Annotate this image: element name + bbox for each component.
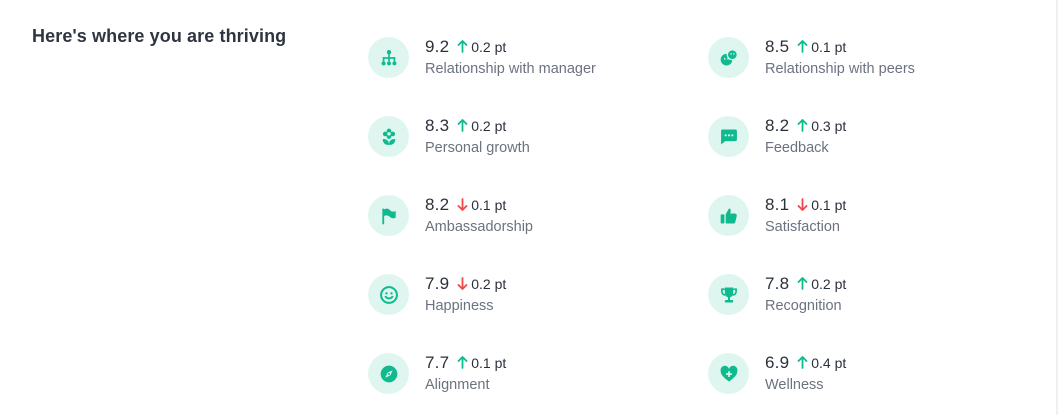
metric-score: 7.9 [425,274,450,293]
arrow-up-icon [457,356,468,369]
metric-item[interactable]: 9.2 0.2 pt Relationship with manager [368,37,708,116]
metric-item[interactable]: 8.2 0.1 pt Ambassadorship [368,195,708,274]
org-chart-icon [368,37,409,78]
metric-delta: 0.4 pt [811,355,847,371]
arrow-up-icon [797,119,808,132]
metric-score: 7.7 [425,353,450,372]
arrow-up-icon [797,277,808,290]
metric-item[interactable]: 7.8 0.2 pt Recognition [708,274,1038,353]
chat-bubble-icon [708,116,749,157]
metric-score: 6.9 [765,353,790,372]
trophy-icon [708,274,749,315]
arrow-down-icon [457,198,468,211]
heart-plus-icon [708,353,749,394]
metric-item[interactable]: 7.7 0.1 pt Alignment [368,353,708,415]
thumbs-up-icon [708,195,749,236]
arrow-up-icon [457,40,468,53]
metric-item[interactable]: 8.2 0.3 pt Feedback [708,116,1038,195]
metric-item[interactable]: 8.3 0.2 pt Personal growth [368,116,708,195]
arrow-up-icon [797,40,808,53]
metric-delta: 0.2 pt [811,276,847,292]
metric-score: 8.3 [425,116,450,135]
metric-delta: 0.2 pt [471,276,507,292]
metric-label: Relationship with peers [765,61,915,77]
metric-item[interactable]: 8.1 0.1 pt Satisfaction [708,195,1038,274]
metric-delta: 0.1 pt [811,39,847,55]
metric-label: Alignment [425,377,490,393]
metric-score: 8.2 [765,116,790,135]
metric-score: 8.2 [425,195,450,214]
metric-item[interactable]: 6.9 0.4 pt Wellness [708,353,1038,415]
flower-icon [368,116,409,157]
metric-item[interactable]: 7.9 0.2 pt Happiness [368,274,708,353]
arrow-down-icon [457,277,468,290]
metric-delta: 0.1 pt [811,197,847,213]
metric-delta: 0.1 pt [471,355,507,371]
metric-delta: 0.2 pt [471,118,507,134]
metrics-grid: 9.2 0.2 pt Relationship with manager 8.5… [368,37,1038,415]
metric-delta: 0.1 pt [471,197,507,213]
arrow-down-icon [797,198,808,211]
metric-label: Satisfaction [765,219,840,235]
section-title: Here's where you are thriving [32,26,287,46]
metric-label: Wellness [765,377,824,393]
metric-score: 7.8 [765,274,790,293]
metric-score: 8.1 [765,195,790,214]
metric-score: 8.5 [765,37,790,56]
metric-label: Ambassadorship [425,219,533,235]
metric-delta: 0.3 pt [811,118,847,134]
metric-label: Happiness [425,298,494,314]
metric-label: Recognition [765,298,842,314]
metric-label: Personal growth [425,140,530,156]
metric-label: Feedback [765,140,829,156]
compass-icon [368,353,409,394]
metric-score: 9.2 [425,37,450,56]
arrow-up-icon [457,119,468,132]
metric-label: Relationship with manager [425,61,596,77]
arrow-up-icon [797,356,808,369]
metric-delta: 0.2 pt [471,39,507,55]
flag-icon [368,195,409,236]
smile-icon [368,274,409,315]
metric-item[interactable]: 8.5 0.1 pt Relationship with peers [708,37,1038,116]
peers-icon [708,37,749,78]
